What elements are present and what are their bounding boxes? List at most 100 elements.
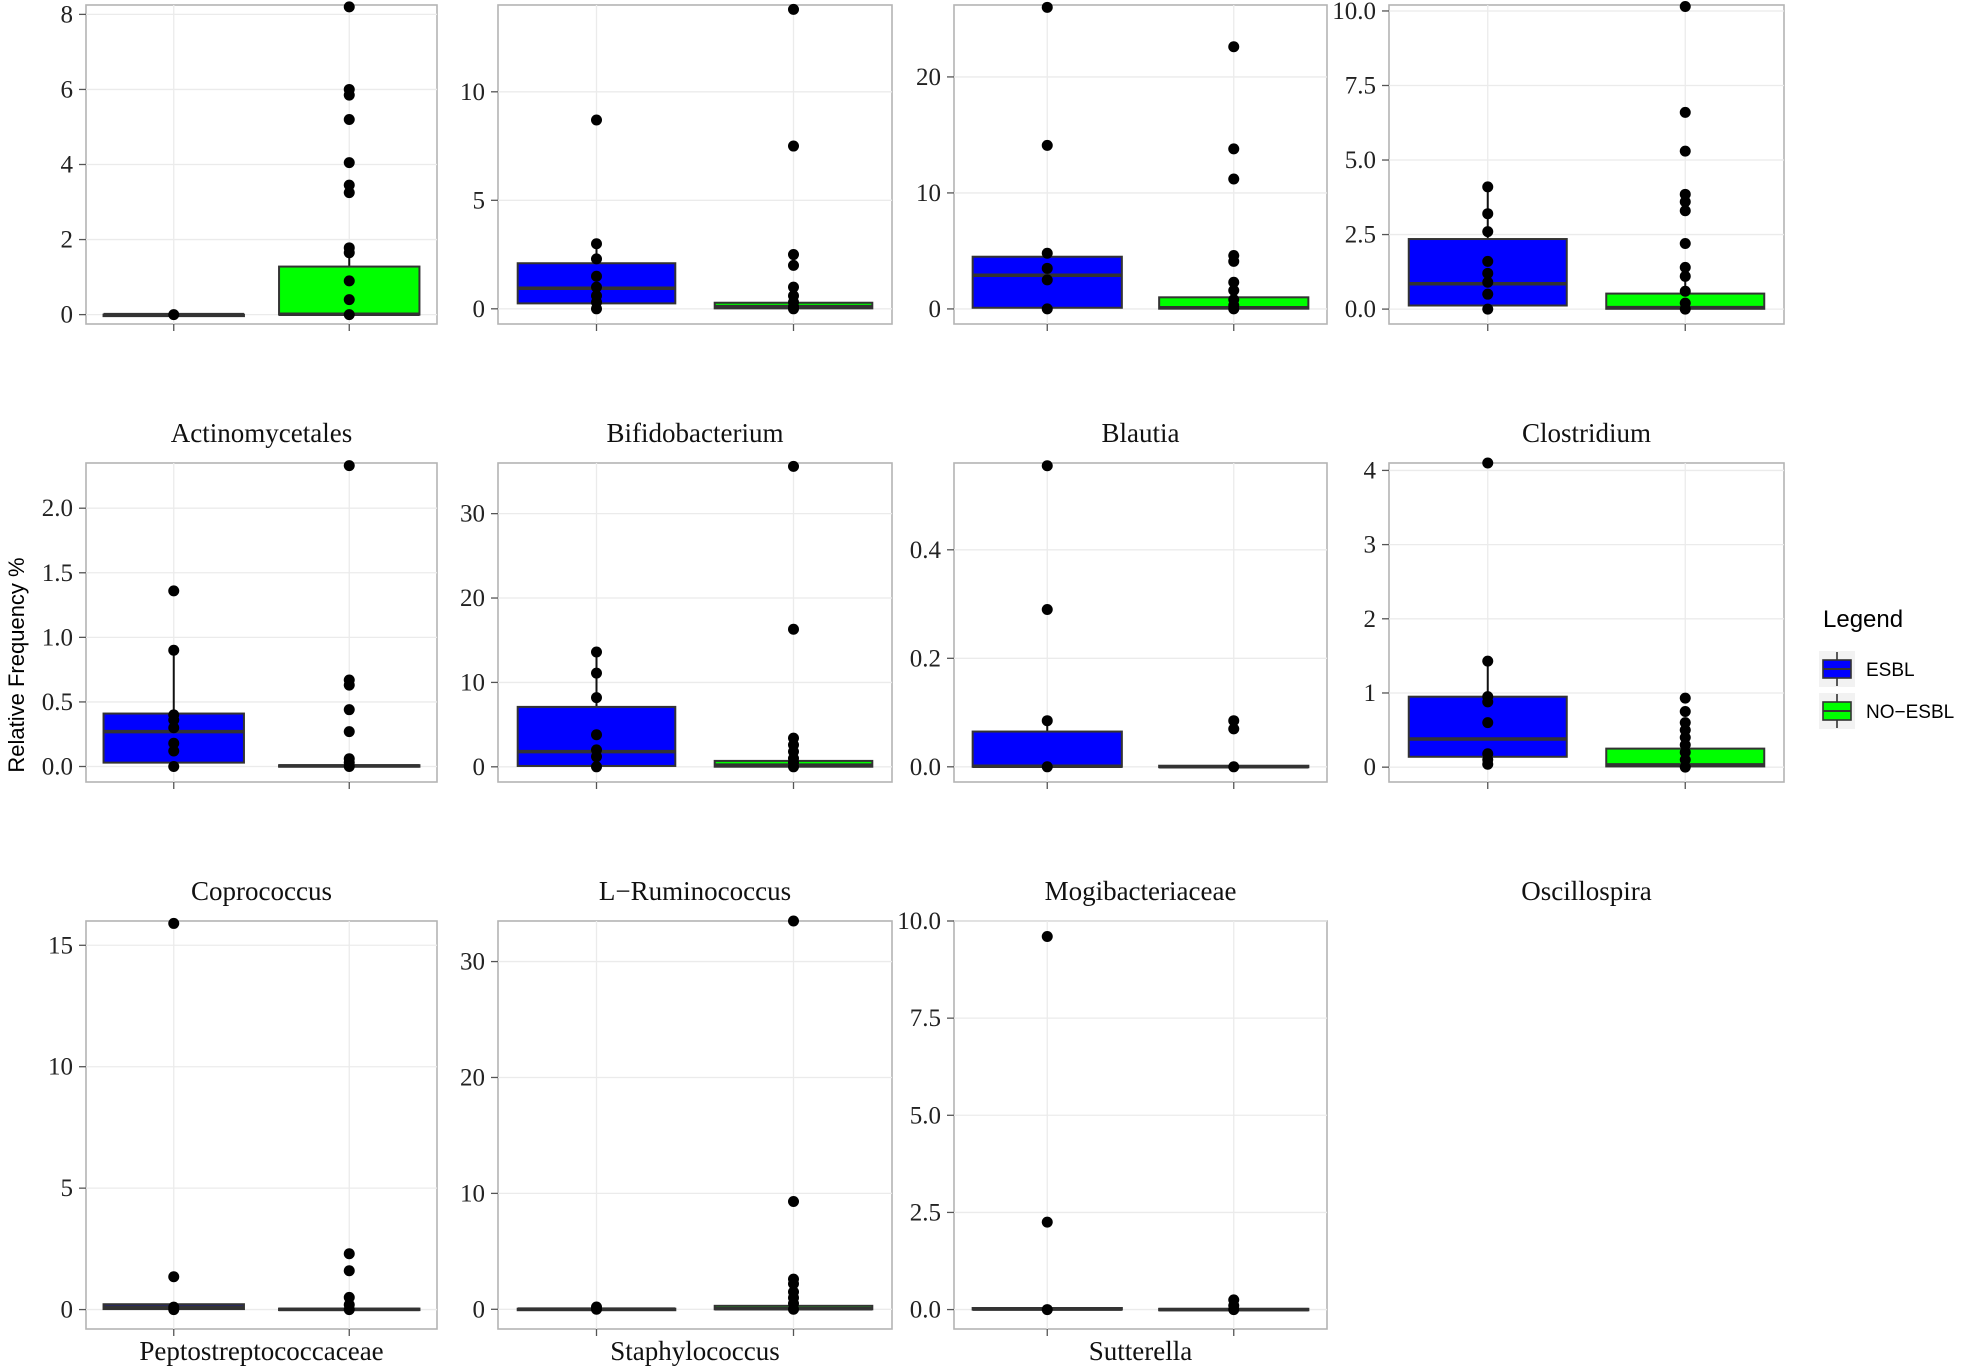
data-point	[1228, 723, 1240, 735]
data-point	[591, 1301, 602, 1313]
data-point	[1482, 276, 1494, 288]
y-tick-label: 0	[61, 1297, 74, 1324]
data-point	[1482, 691, 1494, 703]
no-esbl-box	[1158, 715, 1310, 773]
data-point	[591, 729, 602, 741]
panel-border	[85, 920, 438, 1330]
data-point	[788, 915, 799, 927]
y-tick-label: 4	[61, 152, 74, 179]
legend: Legend ESBL NO−ESBL	[1819, 606, 1954, 729]
y-tick-label: 2.0	[42, 495, 73, 522]
data-point	[1041, 460, 1053, 472]
y-tick-label: 0	[929, 296, 942, 323]
data-point	[343, 113, 355, 125]
no-esbl-box	[278, 1248, 421, 1316]
facet-label: Actinomycetales	[171, 418, 352, 448]
data-point	[168, 761, 180, 773]
data-point	[1482, 655, 1494, 667]
esbl-box	[102, 585, 245, 773]
data-point	[343, 294, 355, 306]
data-point	[1041, 715, 1053, 727]
facet-panel: 0 5 10 15 Peptostreptococcaceae	[48, 917, 438, 1366]
data-point	[343, 753, 355, 765]
data-point	[1228, 143, 1240, 155]
legend-label: NO−ESBL	[1866, 702, 1954, 723]
data-point	[1041, 1, 1053, 13]
y-axis-label: Relative Frequency %	[4, 557, 29, 772]
data-point	[168, 644, 180, 656]
data-point	[1041, 761, 1053, 773]
data-point	[788, 281, 799, 293]
box-iqr	[278, 265, 421, 316]
esbl-box	[516, 646, 677, 773]
y-tick-label: 0.0	[910, 754, 941, 781]
y-tick-label: 0.0	[42, 754, 73, 781]
data-point	[1679, 297, 1691, 309]
data-point	[788, 1196, 799, 1207]
facet-panel: 0.0 0.5 1.0 1.5 2.0 Coprococcus	[42, 460, 438, 906]
data-point	[1228, 173, 1240, 185]
esbl-box	[1407, 181, 1568, 315]
data-point	[788, 259, 799, 271]
facet-label: Clostridium	[1522, 418, 1651, 448]
facet-panel: 0.0 2.5 5.0 7.5 10.0 Sutterella	[897, 908, 1328, 1366]
data-point	[1482, 208, 1494, 220]
y-tick-label: 20	[460, 585, 485, 612]
data-point	[343, 242, 355, 254]
box-iqr	[971, 730, 1123, 768]
data-point	[1679, 0, 1691, 12]
esbl-box	[971, 931, 1123, 1316]
esbl-box	[516, 1301, 677, 1315]
y-tick-label: 7.5	[1345, 72, 1376, 99]
legend-key: NO−ESBL	[1819, 693, 1954, 729]
data-point	[343, 179, 355, 191]
data-point	[1228, 284, 1240, 296]
data-point	[1482, 255, 1494, 267]
panel-border	[953, 462, 1328, 783]
data-point	[591, 114, 602, 126]
y-tick-label: 20	[460, 1064, 485, 1091]
legend-key: ESBL	[1819, 651, 1915, 687]
y-tick-label: 2.5	[1345, 222, 1376, 249]
data-point	[1679, 205, 1691, 217]
data-point	[343, 460, 355, 472]
data-point	[591, 281, 602, 293]
data-point	[1041, 247, 1053, 259]
facet-label: Mogibacteriaceae	[1045, 876, 1237, 906]
data-point	[343, 704, 355, 716]
no-esbl-box	[713, 460, 874, 773]
data-point	[168, 917, 180, 929]
facet-label: Coprococcus	[191, 876, 332, 906]
data-point	[343, 157, 355, 169]
no-esbl-box	[713, 915, 874, 1315]
y-tick-label: 30	[460, 501, 485, 528]
data-point	[1228, 715, 1240, 727]
facet-label: Oscillospira	[1521, 876, 1651, 906]
esbl-box	[102, 309, 245, 321]
panel-border	[497, 920, 893, 1330]
data-point	[1228, 250, 1240, 262]
data-point	[1482, 226, 1494, 238]
data-point	[1041, 1216, 1053, 1228]
data-point	[788, 732, 799, 744]
data-point	[1482, 181, 1494, 193]
facet-panel: 0 5 10 Bifidobacterium	[460, 3, 893, 448]
facet-panel: 0.0 2.5 5.0 7.5 10.0 Clostridium	[1332, 0, 1785, 448]
y-tick-label: 15	[48, 932, 73, 959]
no-esbl-box	[1158, 1294, 1310, 1316]
data-point	[1228, 41, 1240, 53]
data-point	[591, 290, 602, 302]
data-point	[788, 460, 799, 472]
data-point	[343, 309, 355, 321]
data-point	[168, 309, 180, 321]
data-point	[788, 3, 799, 15]
data-point	[168, 737, 180, 749]
y-tick-label: 5.0	[1345, 147, 1376, 174]
data-point	[1041, 139, 1053, 151]
data-point	[1482, 748, 1494, 760]
y-tick-label: 5	[61, 1175, 74, 1202]
y-tick-label: 10	[460, 1180, 485, 1207]
data-point	[1041, 1304, 1053, 1316]
facet-label: Blautia	[1102, 418, 1180, 448]
y-tick-label: 0	[61, 302, 74, 329]
